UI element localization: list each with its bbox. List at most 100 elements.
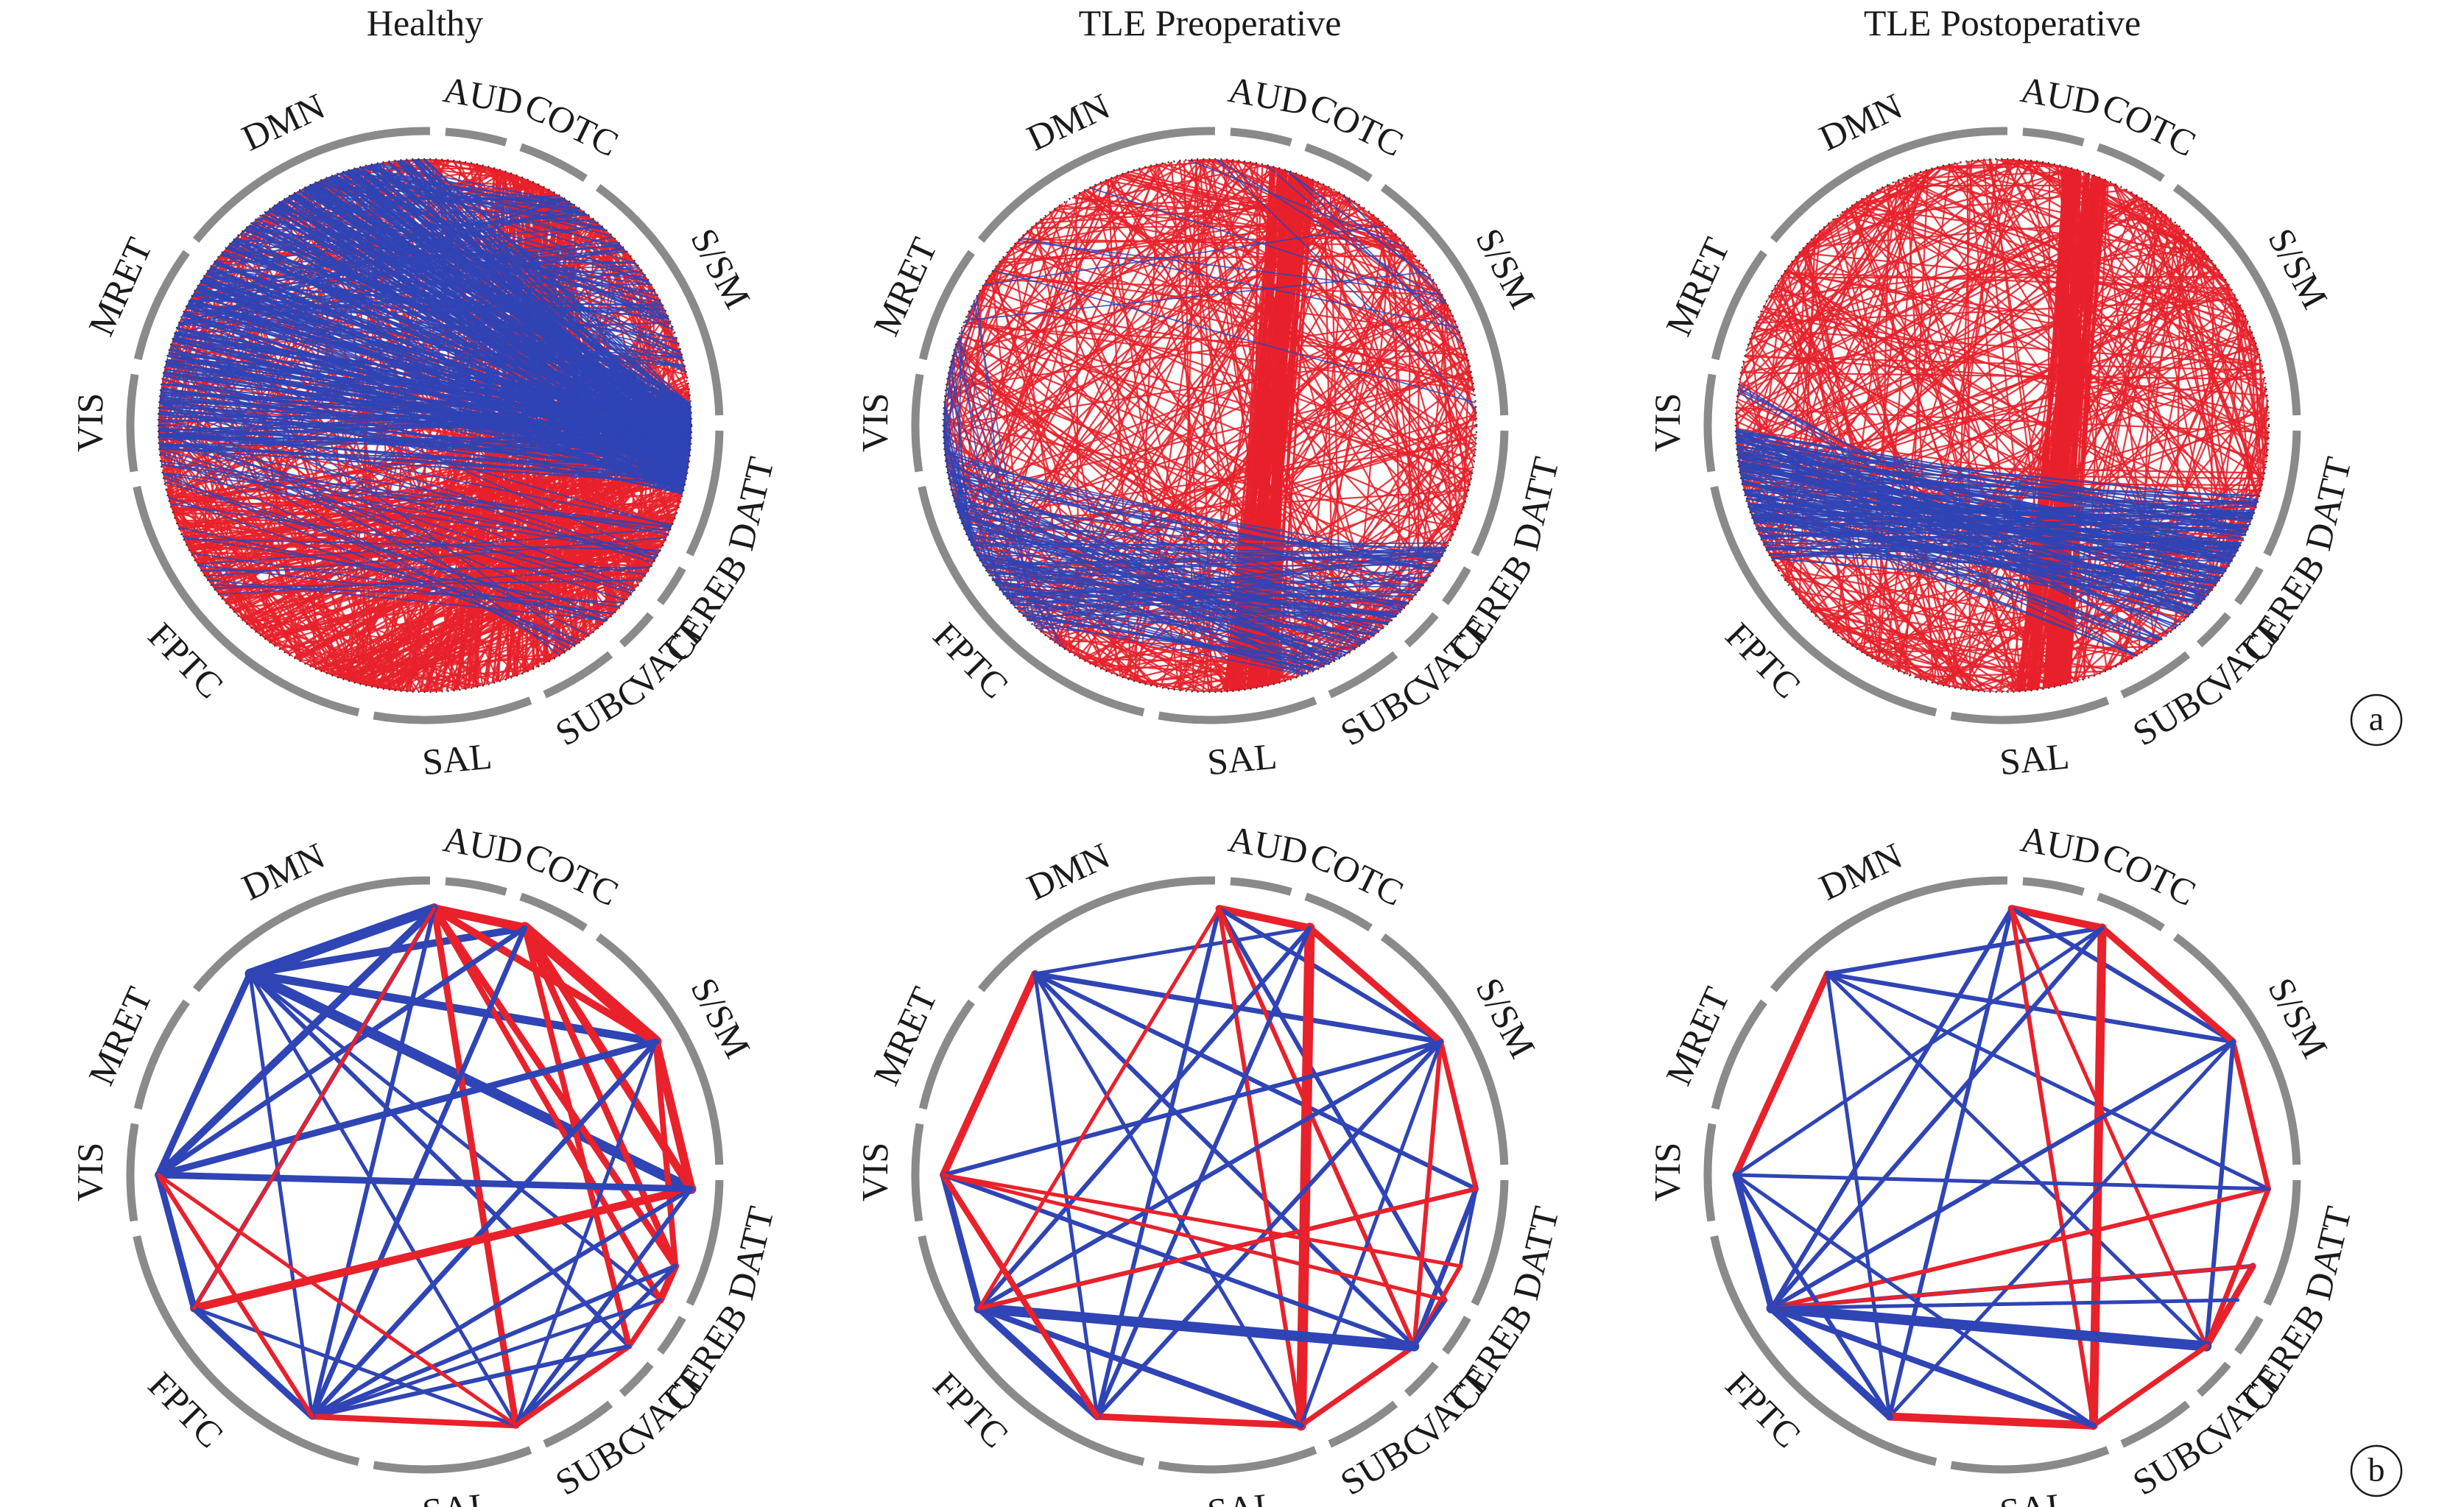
- panel-b-tle-preoperative-ring-arc-vatt: [1404, 1361, 1439, 1397]
- panel-b-tle-postoperative-edge-s-sm-vis: [1769, 1040, 2236, 1310]
- panel-a-healthy-ring-arc-cereb: [657, 566, 686, 606]
- panel-a-healthy-ring-arc-fptc: [133, 486, 360, 717]
- panel-b-healthy-edge-aud-mret: [155, 905, 438, 1179]
- panel-b-healthy-edge-fptc-vis: [191, 1305, 316, 1420]
- panel-a-tag: a: [2350, 693, 2403, 747]
- panel-a-healthy-label-sal: SAL: [420, 735, 493, 783]
- panel-b-healthy-edge-vatt-subc: [626, 1297, 663, 1349]
- title-tle-preoperative: TLE Preoperative: [1079, 2, 1342, 43]
- panel-b-tle-preoperative-edge-vis-datt: [976, 1186, 1479, 1310]
- panel-b-tle-postoperative-label-datt: DATT: [2297, 1203, 2359, 1304]
- panel-a-tle-preoperative-ring-arc-cereb: [1442, 566, 1471, 606]
- panel-b-healthy-edge-cereb-fptc: [310, 1263, 678, 1419]
- panel-b-tle-postoperative-edge-datt-vis: [1769, 1186, 2271, 1310]
- panel-b-tle-preoperative-edge-mret-cereb: [941, 1173, 1462, 1268]
- panel-a-tle-postoperative-ring-arc-aud: [2022, 127, 2085, 147]
- panel-b-tle-postoperative-edge-sal-vis: [1768, 1305, 2097, 1429]
- panel-b-tle-preoperative-edge-mret-vatt: [941, 1173, 1448, 1302]
- panel-a-tag-circle: [2350, 693, 2403, 747]
- panel-b-tle-preoperative-edge-s-sm-mret: [941, 1040, 1443, 1177]
- panel-a-tle-postoperative-rim: [1734, 158, 2270, 693]
- panel-b-tle-postoperative-ring-arc-vis: [1703, 1123, 1717, 1222]
- panel-a-tle-preoperative-ring-arc-s-sm: [1380, 183, 1509, 416]
- panel-b-tle-postoperative-ring-arc-cereb: [2234, 1316, 2264, 1355]
- panel-b-tle-preoperative-label-sal: SAL: [1205, 1485, 1278, 1507]
- panel-a-tle-preoperative-ring-arc-fptc: [918, 486, 1145, 717]
- panel-b-tle-preoperative-edge-datt-cereb: [1458, 1187, 1478, 1268]
- panel-b-tle-postoperative-edge-vis-cereb: [1770, 1264, 2255, 1310]
- panel-b-healthy-edge-s-sm-fptc: [309, 1039, 658, 1419]
- panel-b-healthy-ring-arc-vis: [126, 1123, 139, 1222]
- title-healthy: Healthy: [367, 2, 483, 43]
- panel-b-healthy-edge-cotc-fptc: [309, 925, 528, 1419]
- panel-a-healthy-label-aud: AUD: [440, 68, 526, 123]
- panel-b-tle-preoperative-edge-mret-fptc: [940, 1172, 1100, 1420]
- panel-b-healthy-ring-arc-cotc: [519, 892, 588, 932]
- panel-b-tle-postoperative-ring-arc-sal: [1950, 1446, 2110, 1474]
- panel-a-healthy-rim: [157, 158, 693, 693]
- panel-b-tle-postoperative-edge-cotc-s-sm: [2099, 924, 2236, 1045]
- panel-b-healthy-ring-arc-cereb: [657, 1316, 686, 1355]
- panel-b-tle-preoperative-label-fptc: FPTC: [926, 1364, 1017, 1455]
- panel-a-tle-preoperative-ring-arc-subc: [1328, 651, 1398, 699]
- panel-b-healthy-ring-arc-vatt: [619, 1361, 654, 1397]
- panel-b-tle-postoperative-edge-aud-fptc: [1887, 906, 2014, 1419]
- panel-a-tle-preoperative-label-aud: AUD: [1225, 68, 1311, 123]
- panel-b-healthy-edge-mret-datt: [155, 1172, 694, 1192]
- panel-b-tle-postoperative-edge-mret-vis: [1732, 1171, 1775, 1312]
- panel-a-tle-preoperative-ring-arc-aud: [1230, 127, 1292, 147]
- panel-a-tle-postoperative-label-datt: DATT: [2297, 453, 2359, 554]
- panel-b-tle-postoperative-edge-aud-s-sm: [2009, 906, 2236, 1044]
- panel-b-healthy-ring-arc-fptc: [133, 1235, 360, 1467]
- panel-b-healthy-label-sal: SAL: [420, 1485, 493, 1507]
- panel-b-healthy-edge-cotc-subc: [521, 925, 633, 1349]
- panel-b-healthy-edge-datt-fptc: [310, 1186, 694, 1419]
- panel-b-healthy-ring-arc-s-sm: [595, 933, 724, 1165]
- panel-b-tle-postoperative-edge-fptc-vis: [1767, 1305, 1893, 1421]
- panel-b-healthy-edge-datt-sal: [513, 1186, 694, 1428]
- panel-b-tle-preoperative-edge-datt-subc: [1411, 1186, 1479, 1349]
- panel-b-tag: b: [2350, 1444, 2403, 1497]
- panel-b-healthy-ring-arc-datt: [686, 1179, 724, 1306]
- panel-b-tle-postoperative-ring-arc-vatt: [2196, 1361, 2231, 1397]
- panel-b-tle-postoperative-edge-cotc-vis: [1769, 925, 2105, 1310]
- panel-a-healthy-ring-arc-cotc: [519, 143, 588, 183]
- panel-b-tle-preoperative-ring-arc-datt: [1471, 1179, 1509, 1306]
- panel-b-tle-preoperative-edge-s-sm-vis: [976, 1040, 1443, 1310]
- panel-b-tag-text: b: [2368, 1451, 2385, 1489]
- panel-a-tle-postoperative-connection-strands: [1736, 159, 2269, 692]
- panel-b-tle-preoperative-ring-arc-dmn: [977, 876, 1216, 992]
- panel-b-tle-preoperative-edge-dmn-datt: [1032, 971, 1479, 1191]
- title-tle-postoperative: TLE Postoperative: [1864, 2, 2141, 43]
- panel-b-tle-preoperative-edge-aud-subc: [1217, 906, 1417, 1349]
- panel-b-tag-circle: [2350, 1444, 2403, 1497]
- panel-a-tag-text: a: [2369, 700, 2384, 738]
- panel-a-tle-postoperative-ring-arc-sal: [1950, 696, 2110, 724]
- panel-b-healthy-edge-subc-sal: [513, 1344, 632, 1428]
- panel-b-tle-postoperative-edge-dmn-cotc: [1825, 925, 2105, 976]
- panel-a-tle-postoperative-ring-arc-dmn: [1770, 127, 2008, 243]
- panel-a-tle-preoperative: AUDCOTCS/SMDATTCEREBVATTSUBCSALFPTCVISMR…: [854, 68, 1567, 783]
- panel-a-tle-postoperative-ring-arc-datt: [2263, 430, 2301, 557]
- panel-a-healthy-ring-arc-s-sm: [595, 183, 724, 416]
- panel-b-tle-postoperative-edge-subc-vis: [1766, 1303, 2212, 1352]
- panel-a-tle-preoperative-ring-arc-dmn: [977, 127, 1216, 243]
- panel-a-tle-postoperative-label-sal: SAL: [1998, 735, 2071, 783]
- panel-a-tle-preoperative-ring-arc-vis: [911, 373, 924, 473]
- panel-a-tle-preoperative-ring-arc-cotc: [1304, 143, 1373, 183]
- panel-b-tle-postoperative-edge-mret-fptc: [1733, 1173, 1892, 1419]
- panel-b-tle-postoperative-edge-s-sm-datt: [2231, 1039, 2271, 1192]
- panel-b-tle-postoperative-edge-aud-vis: [1769, 906, 2014, 1310]
- panel-a-tle-postoperative: AUDCOTCS/SMDATTCEREBVATTSUBCSALFPTCVISMR…: [1647, 68, 2359, 783]
- panel-b-tle-postoperative-edge-subc-sal: [2091, 1344, 2209, 1428]
- panel-b-healthy-edge-dmn-aud: [244, 903, 440, 979]
- panel-a-tle-postoperative-ring-arc-s-sm: [2172, 183, 2301, 416]
- panel-b-tle-postoperative-label-aud: AUD: [2018, 818, 2103, 872]
- panel-b-healthy-ring-arc-subc: [543, 1400, 613, 1448]
- panel-b-tle-preoperative-edge-subc-sal: [1298, 1344, 1417, 1428]
- panel-b-tle-preoperative-edge-cotc-vis: [976, 925, 1312, 1310]
- panel-b-tle-preoperative-edge-fptc-vis: [975, 1305, 1101, 1421]
- panel-b-healthy-edge-dmn-fptc: [248, 972, 314, 1419]
- panel-b-tle-postoperative-ring-arc-datt: [2263, 1179, 2301, 1306]
- panel-b-healthy-edge-cotc-mret: [155, 925, 528, 1178]
